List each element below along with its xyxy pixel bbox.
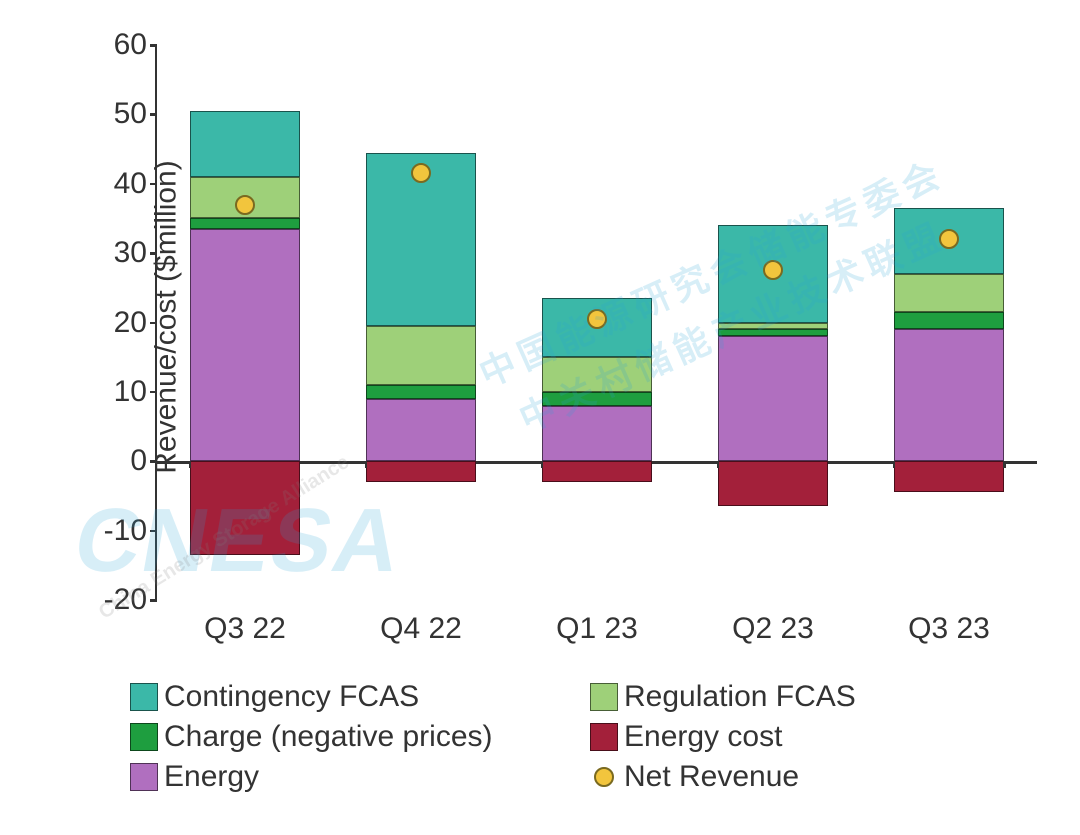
y-tick-mark [150,113,157,116]
y-tick-label: 50 [92,97,147,131]
x-axis-label: Q3 22 [204,612,286,646]
legend-label: Energy cost [624,720,782,754]
y-tick-label: 30 [92,236,147,270]
bar-segment-charge_neg [190,218,301,228]
legend-item-charge_neg: Charge (negative prices) [130,720,590,754]
legend: Contingency FCAS Regulation FCAS Charge (n… [130,680,1050,794]
bar-segment-regulation_fcas [366,326,477,385]
legend-label: Contingency FCAS [164,680,419,714]
legend-marker-icon [594,767,614,787]
x-axis-label: Q3 23 [908,612,990,646]
y-tick-label: 10 [92,375,147,409]
net-revenue-marker [587,309,607,329]
bar-segment-energy [190,229,301,461]
net-revenue-marker [939,229,959,249]
bar-segment-energy_cost [894,461,1005,492]
y-tick-mark [150,599,157,602]
legend-label: Energy [164,760,259,794]
legend-swatch-icon [130,763,158,791]
x-tick-mark [365,461,368,468]
y-tick-label: 60 [92,28,147,62]
y-tick-mark [150,322,157,325]
bar-segment-charge_neg [542,392,653,406]
bar-segment-energy [366,399,477,461]
y-tick-mark [150,252,157,255]
bar-segment-charge_neg [366,385,477,399]
bar-segment-energy_cost [190,461,301,555]
bar-segment-energy [542,406,653,462]
legend-swatch-icon [130,683,158,711]
bar-segment-energy_cost [366,461,477,482]
y-tick-label: 20 [92,306,147,340]
bar-segment-regulation_fcas [894,274,1005,312]
y-tick-mark [150,44,157,47]
x-tick-mark [893,461,896,468]
x-tick-mark [717,461,720,468]
legend-label: Charge (negative prices) [164,720,493,754]
net-revenue-marker [763,260,783,280]
legend-label: Net Revenue [624,760,799,794]
bar-segment-energy [718,336,829,461]
bar-segment-charge_neg [718,329,829,336]
bar-segment-energy_cost [718,461,829,506]
y-tick-label: -10 [92,514,147,548]
revenue-cost-chart: Revenue/cost ($million) -20-100102030405… [20,20,1060,815]
legend-item-energy_cost: Energy cost [590,720,1050,754]
legend-item-regulation_fcas: Regulation FCAS [590,680,1050,714]
legend-item-net_revenue: Net Revenue [590,760,1050,794]
legend-label: Regulation FCAS [624,680,856,714]
plot-area: -20-100102030405060Q3 22Q4 22Q1 23Q2 23Q… [155,45,1037,600]
bar-segment-regulation_fcas [542,357,653,392]
bar-segment-energy_cost [542,461,653,482]
y-tick-mark [150,530,157,533]
net-revenue-marker [411,163,431,183]
y-tick-label: 40 [92,167,147,201]
x-axis-label: Q2 23 [732,612,814,646]
bar-segment-energy [894,329,1005,461]
y-tick-label: 0 [92,444,147,478]
legend-item-energy: Energy [130,760,590,794]
x-tick-mark [541,461,544,468]
x-tick-mark [1003,461,1006,468]
bar-segment-contingency_fcas [190,111,301,177]
x-axis-label: Q1 23 [556,612,638,646]
legend-swatch-icon [590,723,618,751]
x-tick-mark [189,461,192,468]
y-tick-mark [150,183,157,186]
bar-segment-regulation_fcas [718,323,829,330]
net-revenue-marker [235,195,255,215]
legend-item-contingency_fcas: Contingency FCAS [130,680,590,714]
y-tick-mark [150,391,157,394]
legend-swatch-icon [590,683,618,711]
legend-swatch-icon [130,723,158,751]
y-tick-mark [150,460,157,463]
bar-segment-charge_neg [894,312,1005,329]
y-tick-label: -20 [92,583,147,617]
x-axis-label: Q4 22 [380,612,462,646]
